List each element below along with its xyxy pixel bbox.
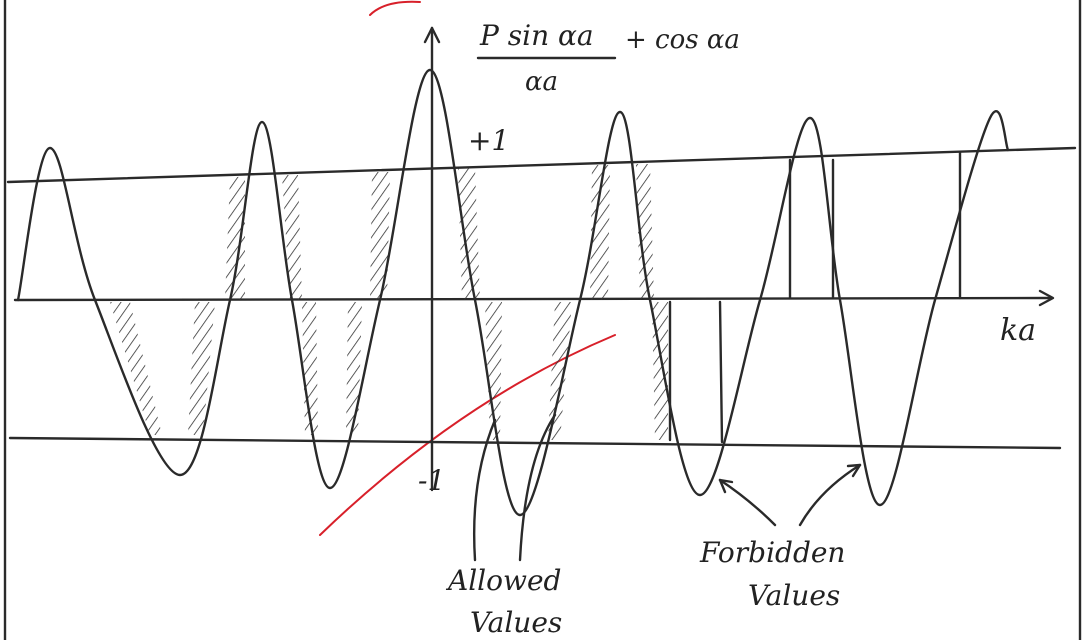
hatched-bands — [110, 164, 668, 440]
band-edges — [670, 152, 960, 442]
x-label: ka — [1000, 313, 1036, 348]
allowed-label: Values — [470, 606, 562, 639]
y-label-numerator: P sin αa — [479, 19, 594, 52]
red-mark — [320, 335, 615, 535]
plus-one-line — [8, 148, 1075, 182]
red-mark — [370, 2, 420, 15]
dispersion-curve — [18, 70, 1008, 515]
y-label-denominator: αa — [525, 67, 558, 97]
y-label-rest: + cos αa — [625, 25, 740, 55]
page: {"y_axis_label": {"numerator": "P sin αa… — [0, 0, 1087, 640]
diagram: P sin αa αa + cos αa +1 -1 ka Allowed Va… — [0, 0, 1087, 640]
allowed-label: Allowed — [445, 564, 561, 597]
forbidden-label: Values — [748, 579, 840, 612]
forbidden-label: Forbidden — [699, 536, 845, 569]
minus-one-label: -1 — [418, 464, 445, 497]
x-axis — [15, 298, 1052, 300]
plus-one-label: +1 — [468, 124, 509, 157]
